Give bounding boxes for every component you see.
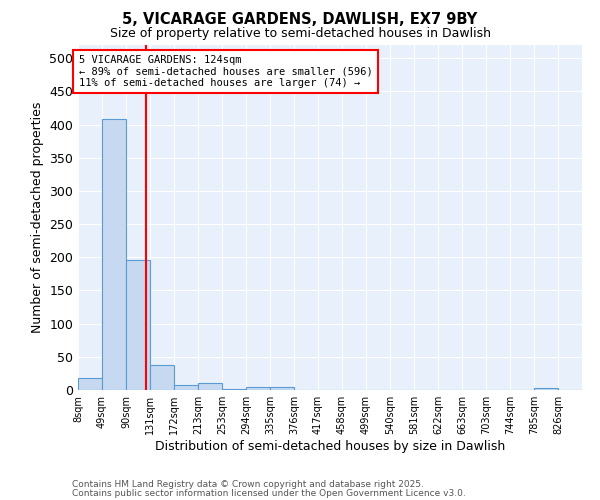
Bar <box>270 386 294 390</box>
X-axis label: Distribution of semi-detached houses by size in Dawlish: Distribution of semi-detached houses by … <box>155 440 505 453</box>
Text: Contains public sector information licensed under the Open Government Licence v3: Contains public sector information licen… <box>72 488 466 498</box>
Text: Size of property relative to semi-detached houses in Dawlish: Size of property relative to semi-detach… <box>110 28 491 40</box>
Bar <box>222 388 246 390</box>
Y-axis label: Number of semi-detached properties: Number of semi-detached properties <box>31 102 44 333</box>
Bar <box>534 388 558 390</box>
Bar <box>174 386 198 390</box>
Bar <box>246 388 270 390</box>
Bar <box>78 378 102 390</box>
Text: 5, VICARAGE GARDENS, DAWLISH, EX7 9BY: 5, VICARAGE GARDENS, DAWLISH, EX7 9BY <box>122 12 478 28</box>
Bar <box>150 366 174 390</box>
Text: 5 VICARAGE GARDENS: 124sqm
← 89% of semi-detached houses are smaller (596)
11% o: 5 VICARAGE GARDENS: 124sqm ← 89% of semi… <box>79 55 373 88</box>
Bar <box>102 120 126 390</box>
Bar <box>198 384 222 390</box>
Text: Contains HM Land Registry data © Crown copyright and database right 2025.: Contains HM Land Registry data © Crown c… <box>72 480 424 489</box>
Bar <box>126 260 150 390</box>
